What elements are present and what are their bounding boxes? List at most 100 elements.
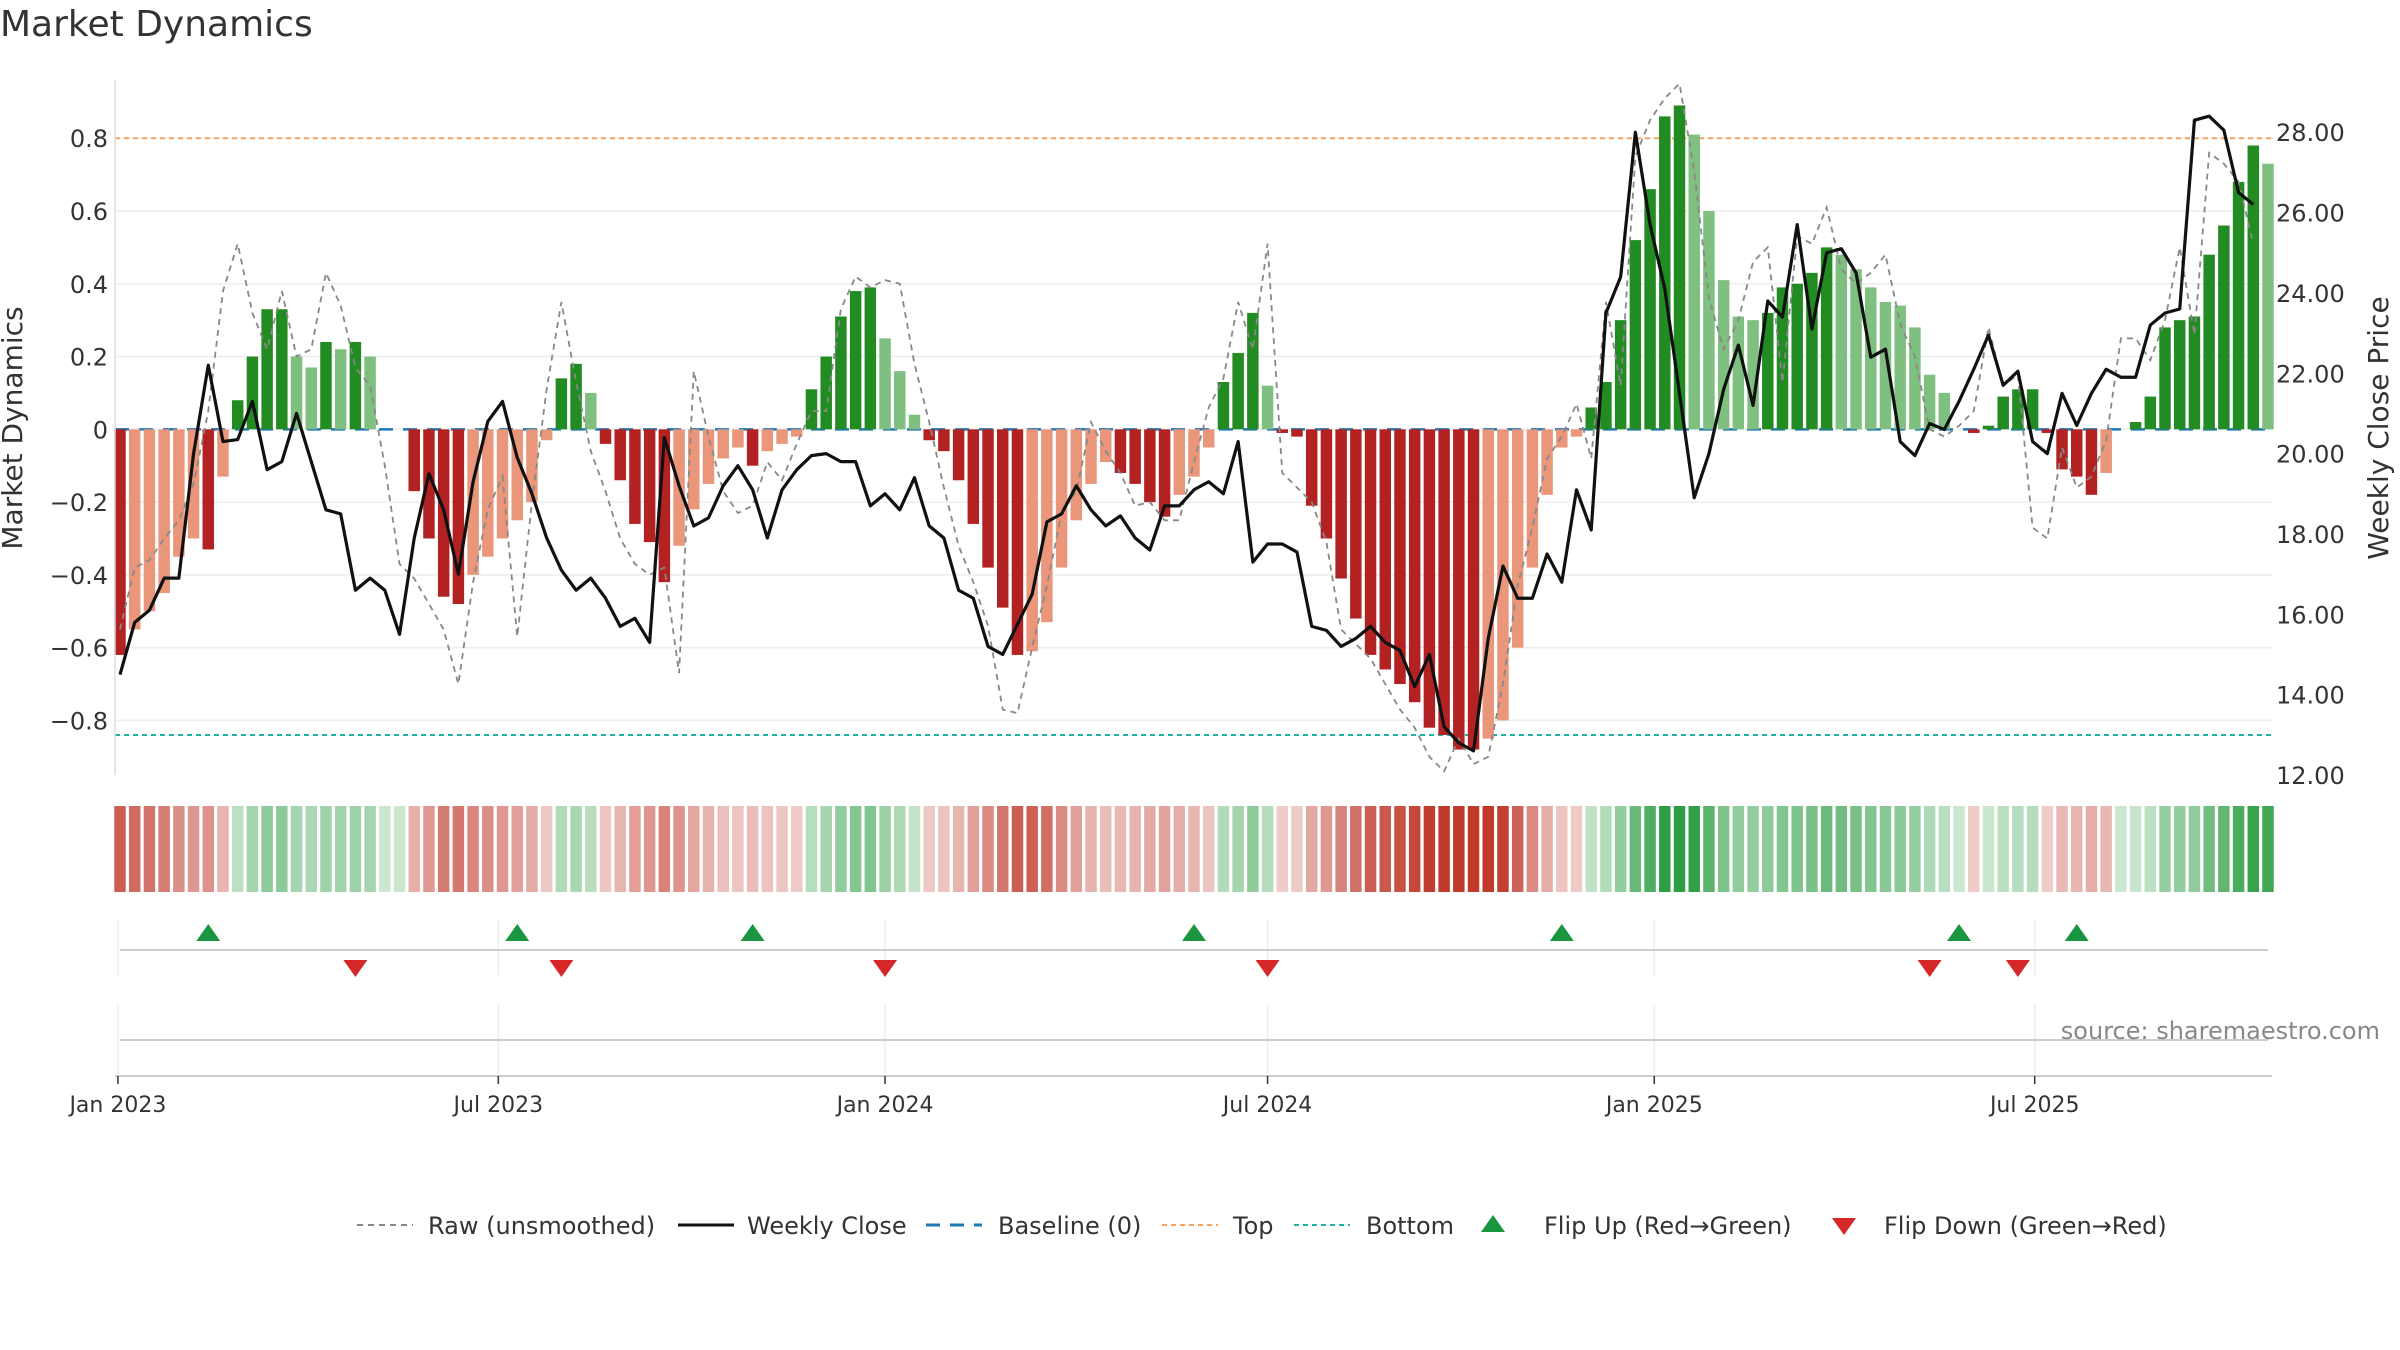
dynamics-bar [2071, 429, 2083, 477]
dynamics-bar [997, 429, 1009, 608]
regime-cell [128, 806, 141, 892]
dynamics-bar [1364, 429, 1377, 655]
regime-cell [1085, 806, 1097, 892]
dynamics-bar [908, 414, 921, 430]
dynamics-bar [555, 378, 568, 430]
x-tick-label: Jul 2025 [1988, 1093, 2080, 1118]
dynamics-bar [1320, 429, 1333, 539]
dynamics-bar [320, 341, 332, 430]
regime-cell [452, 806, 465, 892]
regime-cell [761, 806, 774, 892]
flip-down-marker [2005, 960, 2030, 977]
regime-cell [1585, 806, 1597, 892]
dynamics-bar [1968, 429, 1980, 433]
y-tick-label-left: −0.2 [50, 489, 108, 517]
regime-cell [1438, 806, 1450, 892]
y-tick-label-right: 20.00 [2276, 441, 2345, 469]
dynamics-bar [864, 287, 877, 430]
flip-up-marker [196, 924, 221, 941]
raw-series-line [119, 81, 2255, 773]
dynamics-bar [894, 371, 906, 430]
dynamics-bar [1467, 429, 1480, 750]
regime-cell [1747, 806, 1759, 892]
dynamics-bar [1732, 316, 1745, 430]
regime-cell [673, 806, 685, 892]
regime-cell [1497, 806, 1509, 892]
y-tick-label-left: 0 [93, 416, 108, 444]
dynamics-bar [1247, 312, 1259, 430]
dynamics-bar [143, 429, 156, 612]
regime-cell [1041, 806, 1053, 892]
dynamics-bar [952, 429, 965, 481]
regime-cell [1335, 806, 1347, 892]
dynamics-bar [1703, 210, 1715, 430]
regime-cell [202, 806, 215, 892]
dynamics-bar [496, 429, 509, 539]
x-tick-label: Jul 2024 [1221, 1093, 1313, 1118]
regime-cell [1938, 806, 1951, 892]
dynamics-bar [805, 389, 818, 430]
chart-title: Market Dynamics [0, 4, 313, 45]
regime-cell [1953, 806, 1965, 892]
regime-cell [379, 806, 391, 892]
dynamics-bar [835, 316, 847, 430]
regime-cell [923, 806, 935, 892]
dynamics-bar [1453, 429, 1465, 750]
regime-cell [290, 806, 303, 892]
dynamics-bar [2203, 254, 2215, 430]
dynamics-bar [2085, 429, 2098, 495]
dynamics-bar [423, 429, 435, 539]
dynamics-bar [1585, 407, 1597, 430]
regime-cell [835, 806, 847, 892]
regime-cell [334, 806, 347, 892]
dynamics-bar [599, 429, 612, 444]
legend-item-flip-up: Flip Up (Red→Green) [1481, 1212, 1792, 1240]
y-axis-label-right: Weekly Close Price [2362, 296, 2395, 559]
dynamics-bar [2232, 181, 2245, 430]
regime-cell [1408, 806, 1421, 892]
regime-cell [1850, 806, 1862, 892]
dynamics-bar [1776, 287, 1789, 430]
line-layer [118, 81, 2255, 773]
regime-cell [614, 806, 626, 892]
x-tick-label: Jan 2025 [1604, 1093, 1703, 1118]
regime-cell [1688, 806, 1700, 892]
dynamics-bar [1850, 269, 1862, 430]
regime-cell [688, 806, 700, 892]
y-axis-label-left: Market Dynamics [0, 306, 29, 549]
regime-cell [143, 806, 156, 892]
regime-cell [1820, 806, 1833, 892]
dynamics-bar [246, 356, 259, 430]
regime-cell [2012, 806, 2024, 892]
regime-cell [467, 806, 479, 892]
regime-cell [908, 806, 921, 892]
regime-cell [2188, 806, 2201, 892]
dynamics-bar [290, 356, 303, 430]
regime-cell [1350, 806, 1362, 892]
regime-cell [526, 806, 538, 892]
regime-cell [2129, 806, 2142, 892]
regime-cell [1232, 806, 1244, 892]
dynamics-bar [452, 429, 465, 604]
regime-cell [702, 806, 715, 892]
dynamics-bar [2100, 429, 2112, 473]
dynamics-bar [1688, 134, 1700, 430]
dynamics-bar [570, 363, 582, 430]
regime-cell [276, 806, 288, 892]
regime-cell [879, 806, 891, 892]
dynamics-bar [408, 429, 420, 492]
legend-item-flip-down: Flip Down (Green→Red) [1832, 1212, 2167, 1240]
legend-label-raw: Raw (unsmoothed) [428, 1212, 655, 1240]
dynamics-bar [2173, 320, 2186, 430]
flip-down-marker [1255, 960, 1280, 977]
dynamics-bar [349, 341, 362, 430]
regime-cell [158, 806, 170, 892]
regime-cell [349, 806, 362, 892]
dynamics-bar [732, 429, 744, 448]
regime-cell [320, 806, 332, 892]
dynamics-bar [1129, 429, 1141, 484]
regime-cell [1541, 806, 1553, 892]
flip-up-marker [505, 924, 530, 941]
regime-cell [1659, 806, 1671, 892]
dynamics-bar [526, 429, 538, 503]
